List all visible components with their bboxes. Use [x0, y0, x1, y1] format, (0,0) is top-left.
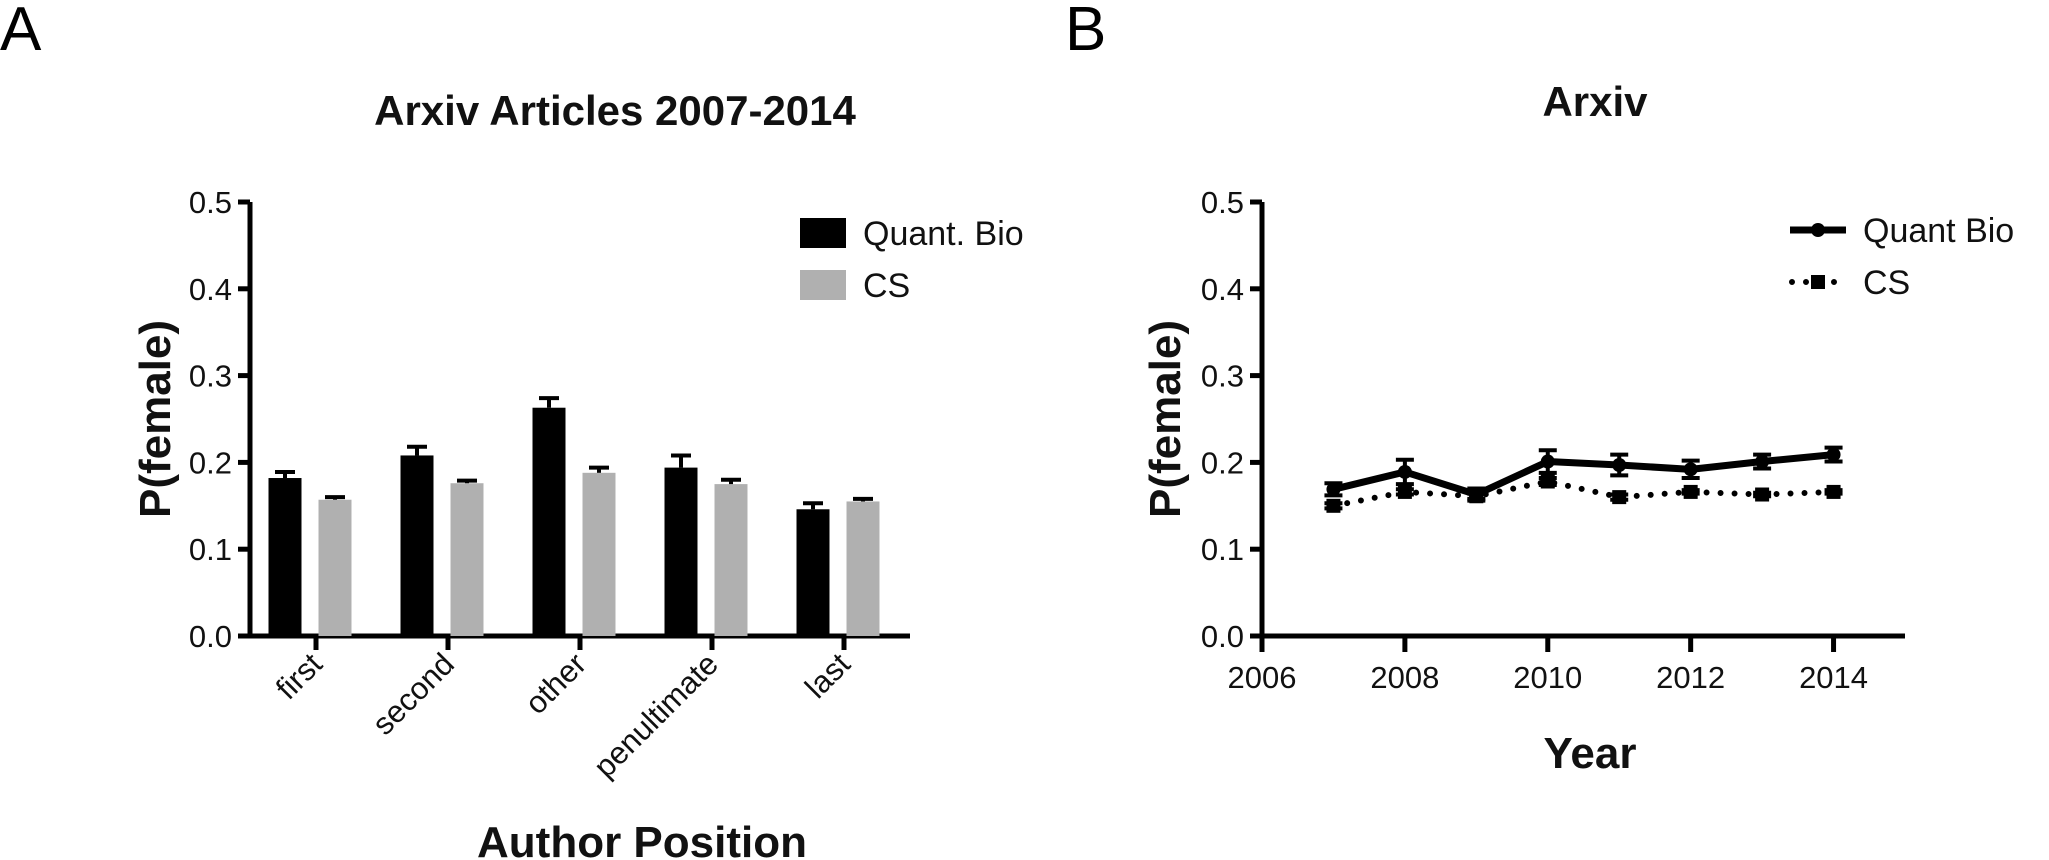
- data-point: [1469, 487, 1484, 502]
- series-line: [1332, 451, 1834, 499]
- legend-label: Quant Bio: [1863, 212, 2014, 250]
- line-chart-year: Arxiv 0.0 0.1 0.2 0.3 0.4 0.5 2006 2008 2010 2012 2…: [1141, 78, 2014, 778]
- data-point: [1397, 464, 1412, 479]
- chart-title: Arxiv: [1542, 78, 1648, 125]
- legend-label: CS: [1863, 264, 1910, 302]
- y-tick-label: 0.2: [1201, 445, 1244, 480]
- y-tick-label: 0.4: [1201, 272, 1244, 307]
- data-point: [1612, 458, 1627, 473]
- y-axis-label: P(female): [1141, 320, 1190, 518]
- x-tick-label: 2008: [1370, 660, 1439, 695]
- bar: [400, 455, 434, 636]
- legend-swatch: [800, 270, 846, 300]
- legend-swatch: [800, 218, 846, 248]
- y-axis-label: P(female): [131, 320, 180, 518]
- y-tick-label: 0.0: [189, 619, 232, 654]
- series-line: [1330, 478, 1837, 509]
- data-point: [1755, 487, 1770, 502]
- data-point: [1540, 454, 1555, 469]
- data-point: [1397, 484, 1412, 499]
- x-tick-label: second: [366, 646, 461, 741]
- bar: [714, 484, 748, 636]
- legend-label: Quant. Bio: [863, 215, 1024, 253]
- y-tick-label: 0.5: [189, 185, 232, 220]
- data-point: [1612, 490, 1627, 505]
- x-axis-label: Author Position: [477, 818, 807, 860]
- chart-title: Arxiv Articles 2007-2014: [374, 87, 856, 134]
- x-tick-label: 2006: [1228, 660, 1297, 695]
- y-tick-label: 0.3: [1201, 359, 1244, 394]
- data-point: [1683, 484, 1698, 499]
- y-tick-label: 0.2: [189, 445, 232, 480]
- data-point: [1540, 474, 1555, 489]
- y-tick-label: 0.1: [189, 532, 232, 567]
- bar: [796, 509, 830, 636]
- bar: [582, 472, 616, 636]
- legend-marker: [1811, 275, 1825, 289]
- y-tick-label: 0.1: [1201, 532, 1244, 567]
- y-tick-label: 0.3: [189, 359, 232, 394]
- x-tick-label: 2010: [1513, 660, 1582, 695]
- x-tick-label: last: [798, 646, 857, 705]
- bar: [532, 407, 566, 636]
- y-tick-label: 0.5: [1201, 185, 1244, 220]
- data-point: [1755, 454, 1770, 469]
- x-axis-label: Year: [1544, 729, 1637, 778]
- data-point: [1826, 447, 1841, 462]
- bar-chart-author-position: Arxiv Articles 2007-2014 0.0 0.1 0.2 0.3 0.4 0…: [131, 87, 1024, 860]
- panel-label-b: B: [1065, 0, 1106, 64]
- bar: [664, 467, 698, 636]
- data-point: [1683, 462, 1698, 477]
- x-tick-label: penultimate: [587, 646, 725, 784]
- data-point: [1326, 482, 1341, 497]
- legend-marker: [1811, 223, 1825, 237]
- bar: [318, 499, 352, 636]
- x-tick-label: 2014: [1799, 660, 1868, 695]
- bar: [450, 483, 484, 636]
- panel-label-a: A: [0, 0, 42, 64]
- bar: [268, 478, 302, 636]
- data-point: [1326, 498, 1341, 513]
- data-point: [1826, 484, 1841, 499]
- bar: [846, 501, 880, 636]
- y-tick-label: 0.4: [189, 272, 232, 307]
- y-tick-label: 0.0: [1201, 619, 1244, 654]
- x-tick-label: other: [518, 646, 593, 721]
- legend-label: CS: [863, 267, 910, 305]
- x-tick-label: first: [269, 646, 329, 706]
- x-tick-label: 2012: [1656, 660, 1725, 695]
